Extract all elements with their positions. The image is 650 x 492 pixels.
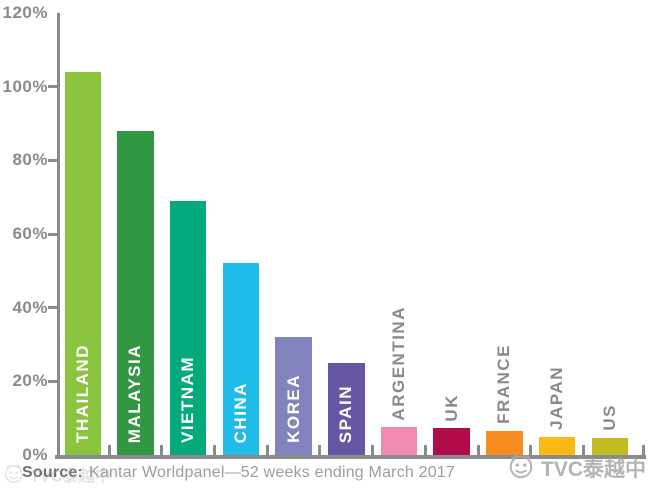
x-axis-tick [107, 445, 111, 455]
x-axis-line [55, 455, 646, 459]
y-axis-label: 80% [12, 150, 48, 170]
bar-label-thailand: THAILAND [72, 344, 92, 443]
bar-label-us: US [599, 404, 619, 432]
bar-vietnam [169, 200, 207, 455]
bar-malaysia [117, 130, 154, 455]
bar-label-wrap-malaysia: MALAYSIA [117, 131, 154, 455]
y-axis-tick [48, 85, 57, 89]
bar-thailand [64, 71, 101, 455]
y-axis-label: 120% [2, 3, 48, 22]
y-axis-label: 20% [12, 371, 48, 391]
bar-label-france: FRANCE [494, 343, 514, 424]
bar-label-spain: SPAIN [336, 384, 356, 443]
bar-label-wrap-japan: JAPAN [539, 366, 576, 430]
bar-label-korea: KOREA [283, 374, 303, 443]
x-axis-tick [160, 445, 164, 455]
bar-spain [328, 362, 365, 455]
x-axis-tick [529, 445, 533, 455]
sketch-face-circle-icon [2, 461, 25, 489]
bar-china [222, 263, 260, 455]
y-axis-label: 60% [12, 224, 48, 243]
y-axis-tick [48, 379, 57, 383]
bar-uk [433, 428, 470, 455]
y-axis-tick [48, 232, 57, 236]
y-axis-tick [48, 158, 57, 162]
x-axis-tick [642, 445, 645, 455]
source-line: Source: Kantar Worldpanel—52 weeks ending… [22, 464, 455, 482]
bar-france [486, 430, 523, 455]
bar-label-wrap-france: FRANCE [486, 344, 523, 424]
bar-label-argentina: ARGENTINA [388, 305, 408, 421]
watermark-right: TVC泰越中 [506, 450, 646, 486]
bar-label-wrap-korea: KOREA [275, 337, 312, 455]
x-axis-tick [476, 445, 480, 455]
bar-label-vietnam: VIETNAM [178, 356, 198, 443]
x-axis-tick [371, 445, 375, 455]
bar-label-wrap-thailand: THAILAND [65, 72, 102, 455]
source-label: Source: [22, 464, 83, 481]
bar-label-wrap-spain: SPAIN [328, 363, 365, 455]
bar-label-japan: JAPAN [547, 366, 567, 431]
bar-label-wrap-us: US [592, 404, 629, 431]
bar-argentina [380, 427, 418, 455]
bar-label-wrap-vietnam: VIETNAM [170, 201, 207, 455]
x-axis-tick [581, 445, 585, 455]
y-axis-label: 100% [2, 76, 48, 96]
bar-label-malaysia: MALAYSIA [125, 343, 145, 443]
x-axis-tick [265, 445, 269, 455]
bar-us [591, 438, 628, 455]
watermark-text: TVC泰越中 [29, 466, 111, 485]
y-axis-line [57, 13, 60, 459]
bar-label-china: CHINA [230, 381, 250, 443]
y-axis-tick [48, 306, 57, 310]
watermark-left: TVC泰越中 [2, 461, 111, 489]
sketch-face-circle-icon [506, 450, 536, 486]
y-axis-label: 40% [12, 297, 48, 317]
source-text: Kantar Worldpanel—52 weeks ending March … [88, 464, 456, 481]
x-axis-tick [423, 445, 427, 455]
x-axis-tick [318, 445, 322, 455]
x-axis-tick [213, 445, 216, 455]
bar-japan [538, 437, 576, 455]
bar-label-uk: UK [441, 393, 461, 422]
watermark-text: TVC泰越中 [541, 458, 646, 481]
bar-label-wrap-china: CHINA [223, 263, 260, 455]
bar-label-wrap-uk: UK [433, 394, 470, 422]
bar-label-wrap-argentina: ARGENTINA [381, 306, 418, 421]
bar-korea [275, 337, 312, 455]
y-axis-label: 0% [22, 445, 48, 464]
